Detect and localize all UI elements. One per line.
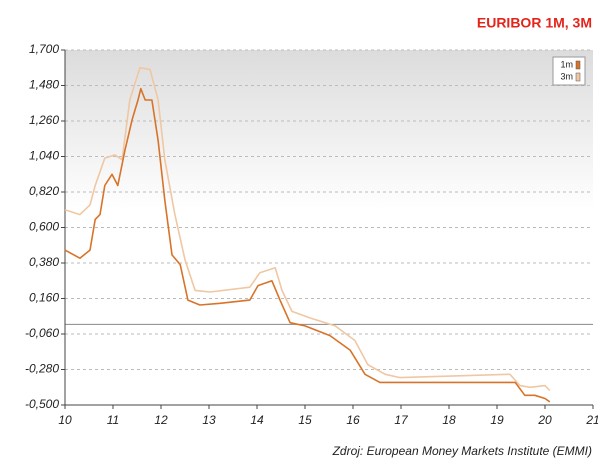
x-tick-label: 11 <box>107 413 119 427</box>
series-line <box>64 67 551 392</box>
y-tick-label: -0,060 <box>25 326 59 340</box>
y-tick-label: -0,500 <box>25 397 59 411</box>
y-tick-label: 0,160 <box>29 291 59 305</box>
chart-title: EURIBOR 1M, 3M <box>477 15 592 31</box>
y-tick-label: 0,820 <box>29 184 59 198</box>
legend-label: 3m <box>560 71 573 81</box>
x-tick-label: 18 <box>442 413 456 427</box>
series-line <box>64 87 551 403</box>
x-tick-label: 16 <box>346 413 360 427</box>
y-tick-label: -0,280 <box>25 362 59 376</box>
x-tick-label: 17 <box>394 413 409 427</box>
x-tick-label: 13 <box>202 413 216 427</box>
x-tick-label: 21 <box>585 413 598 427</box>
y-tick-label: 1,700 <box>29 42 59 56</box>
legend-swatch <box>575 60 581 70</box>
x-tick-label: 10 <box>58 413 72 427</box>
source-note: Zdroj: European Money Markets Institute … <box>332 444 592 458</box>
y-tick-label: 1,480 <box>29 78 59 92</box>
legend-label: 1m <box>560 59 573 69</box>
x-tick-label: 15 <box>298 413 312 427</box>
x-tick-label: 20 <box>537 413 552 427</box>
x-tick-label: 12 <box>154 413 168 427</box>
legend-swatch <box>575 72 581 82</box>
y-tick-label: 1,260 <box>29 113 59 127</box>
y-tick-label: 0,380 <box>29 255 59 269</box>
x-tick-label: 19 <box>490 413 504 427</box>
x-tick-label: 14 <box>250 413 264 427</box>
y-tick-label: 0,600 <box>29 220 59 234</box>
y-tick-label: 1,040 <box>29 149 59 163</box>
